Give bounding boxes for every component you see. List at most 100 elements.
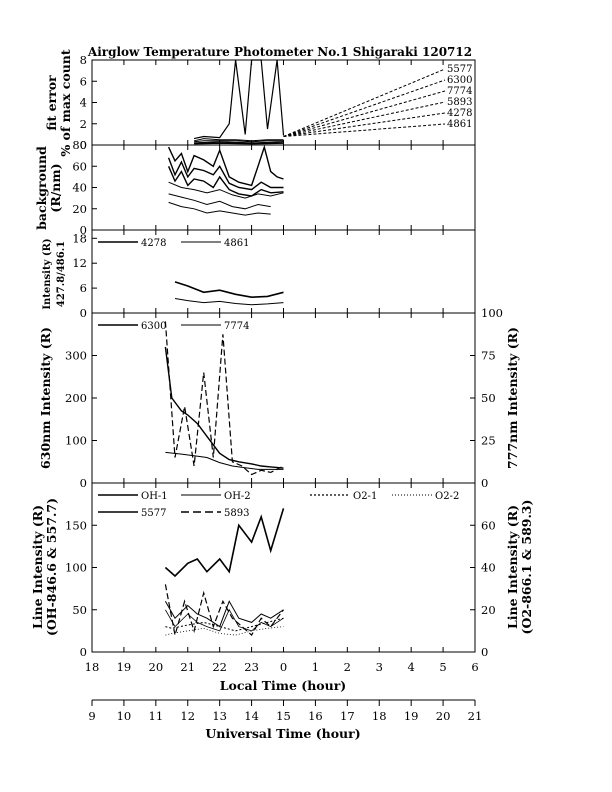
- legend-label: 4861: [224, 238, 249, 249]
- y-tick-label: 8: [80, 53, 87, 67]
- series-line-5893: [194, 141, 284, 144]
- y-tick-label-right: 0: [481, 645, 488, 659]
- x-tick-label-local: 0: [280, 660, 287, 674]
- y-tick-label-right: 20: [481, 603, 496, 617]
- y-tick-label-right: 60: [481, 518, 496, 532]
- y-tick-label: 200: [65, 391, 87, 405]
- series-line-4861: [174, 298, 284, 306]
- y-tick-label: 0: [80, 306, 87, 320]
- y-tick-label: 60: [72, 159, 87, 173]
- x-tick-label-ut: 11: [149, 709, 164, 723]
- x-tick-label-local: 5: [439, 660, 446, 674]
- legend-label: 5893: [447, 97, 472, 108]
- y-axis-title: Intensity (R): [42, 238, 53, 309]
- x-tick-label-local: 6: [471, 660, 478, 674]
- y-axis-title: 427.8/486.1: [56, 241, 67, 307]
- y-tick-label: 80: [72, 138, 87, 152]
- x-tick-label-local: 23: [244, 660, 259, 674]
- y-tick-label: 0: [80, 645, 87, 659]
- x-axis-title-ut: Universal Time (hour): [205, 726, 360, 741]
- y-tick-label: 50: [72, 603, 87, 617]
- axis-labels: Local Time (hour) Universal Time (hour) fi…: [30, 49, 534, 741]
- legend-leader: [283, 68, 446, 137]
- legend-label: 7774: [224, 321, 249, 332]
- legend-label: 4861: [447, 119, 472, 130]
- y-axis-title-right: (O2-866.1 & 589.3): [519, 500, 534, 635]
- y-tick-label: 4: [80, 96, 87, 110]
- y-axis-title: Line Intensity (R): [30, 505, 45, 629]
- y-tick-label: 0: [80, 223, 87, 237]
- series-line: [167, 157, 284, 191]
- series-line-4278: [174, 281, 284, 299]
- y-axis-title-right: Line Intensity (R): [505, 505, 520, 629]
- y-tick-label: 20: [72, 202, 87, 216]
- y-axis-title: % of max count: [58, 49, 73, 157]
- series-lines: [164, 59, 285, 637]
- legend-label: 6300: [447, 75, 472, 86]
- series-line-6300: [193, 138, 284, 142]
- x-tick-label-local: 2: [344, 660, 351, 674]
- legend-label: 5893: [224, 508, 249, 519]
- series-line-7774: [165, 451, 284, 470]
- series-line: [168, 181, 284, 199]
- x-tick-label-local: 4: [408, 660, 415, 674]
- y-tick-label-right: 100: [481, 306, 503, 320]
- y-tick-label-right: 25: [481, 434, 496, 448]
- legend-label: O2-1: [353, 491, 377, 502]
- legend-leader: [283, 101, 446, 137]
- series-line-5577: [164, 508, 285, 578]
- x-tick-label-local: 21: [180, 660, 195, 674]
- y-tick-label: 0: [80, 476, 87, 490]
- series-line-6300: [164, 346, 284, 469]
- series-line-O2-2: [165, 626, 284, 636]
- series-line-7774: [194, 140, 284, 143]
- legend-label: 6300: [141, 321, 166, 332]
- legend-label: OH-2: [224, 491, 251, 502]
- legend-label: 4278: [447, 108, 472, 119]
- y-axis-title: fit error: [44, 75, 59, 131]
- y-axis-title: 630nm Intensity (R): [38, 327, 53, 469]
- series-line: [168, 193, 271, 210]
- x-tick-label-local: 3: [376, 660, 383, 674]
- x-tick-label-local: 22: [212, 660, 227, 674]
- series-line-OH-1: [164, 600, 284, 628]
- x-tick-label-ut: 9: [88, 709, 95, 723]
- y-tick-label-right: 50: [481, 391, 496, 405]
- series-line: [167, 166, 284, 197]
- x-tick-label-ut: 19: [404, 709, 419, 723]
- x-tick-label-ut: 18: [372, 709, 387, 723]
- series-line-4861: [194, 142, 284, 145]
- y-axis-title: background: [34, 146, 49, 230]
- series-line-OH-2: [165, 608, 284, 632]
- series-line: [167, 144, 284, 187]
- y-tick-label: 0: [80, 138, 87, 152]
- series-line: [164, 321, 284, 476]
- x-tick-label-ut: 12: [180, 709, 195, 723]
- legend-label: 5577: [447, 64, 472, 75]
- y-tick-label-right: 40: [481, 561, 496, 575]
- x-tick-label-ut: 21: [468, 709, 483, 723]
- x-tick-label-ut: 13: [212, 709, 227, 723]
- y-tick-label: 100: [65, 561, 87, 575]
- series-line-5577: [193, 59, 285, 140]
- legend-label: 5577: [141, 508, 166, 519]
- y-axis-title: (OH-846.6 & 557.7): [44, 498, 59, 636]
- axis-ticks: 18 19 20 21 22 23 0 1 2 3 4 5 69 10 11 12 13 14 15 16 17 18 19…: [65, 53, 503, 723]
- legend-label: 4278: [141, 238, 166, 249]
- legend-leader: [283, 112, 446, 137]
- y-tick-label: 18: [72, 231, 87, 245]
- y-tick-label: 40: [72, 181, 87, 195]
- series-line-5893: [164, 584, 284, 637]
- legend-leader: [283, 79, 446, 137]
- y-tick-label: 6: [80, 74, 87, 88]
- x-tick-label-local: 18: [85, 660, 100, 674]
- y-tick-label: 2: [80, 117, 87, 131]
- y-axis-title-right: 777nm Intensity (R): [505, 327, 520, 469]
- x-tick-label-ut: 16: [308, 709, 323, 723]
- x-tick-label-local: 19: [117, 660, 132, 674]
- y-tick-label: 300: [65, 349, 87, 363]
- y-tick-label-right: 75: [481, 349, 496, 363]
- x-tick-label-ut: 20: [436, 709, 451, 723]
